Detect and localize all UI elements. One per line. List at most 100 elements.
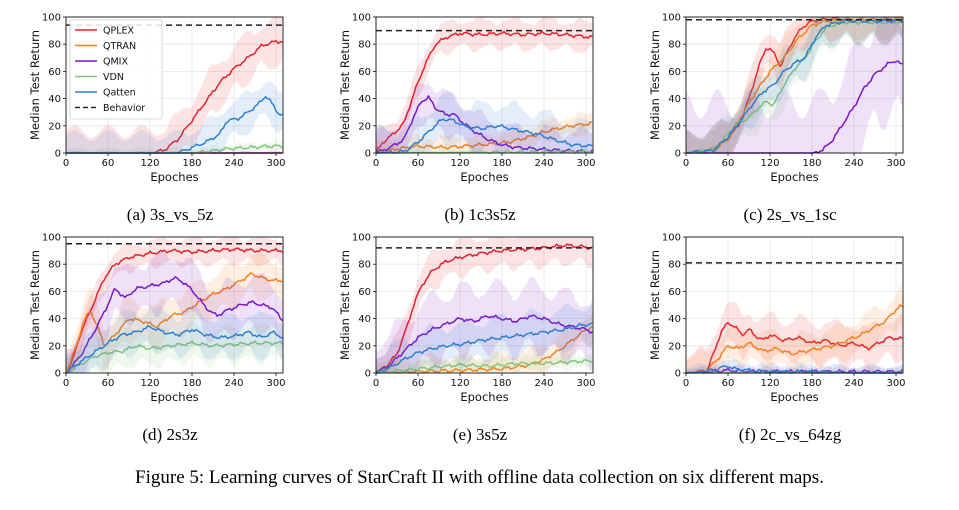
x-axis-label: Epoches	[150, 390, 198, 404]
x-tick-label: 0	[373, 378, 379, 389]
x-tick-label: 60	[412, 378, 425, 389]
legend: QPLEX QTRAN QMIX VDN Qatten Behavior	[69, 19, 163, 120]
x-tick-label: 180	[802, 378, 821, 389]
y-tick-label: 100	[42, 13, 61, 24]
x-tick-label: 180	[492, 158, 511, 169]
chart-panel-3: 0 60 120 180 240 300 0 20 40 60 80 100 Epoches Median…	[28, 233, 286, 405]
legend-label-qplex: QPLEX	[103, 26, 135, 37]
band-vdn	[66, 140, 283, 153]
axes-frame	[685, 16, 904, 154]
y-tick-label: 80	[668, 260, 681, 271]
x-tick-label: 300	[576, 158, 595, 169]
x-tick-label: 0	[683, 158, 689, 169]
y-tick-label: 100	[42, 233, 61, 244]
legend-label-vdn: VDN	[103, 72, 124, 83]
band-vdn	[686, 17, 903, 153]
x-tick-label: 120	[450, 378, 469, 389]
y-tick-label: 80	[358, 40, 371, 51]
x-tick-label: 240	[534, 378, 553, 389]
chart-panel-0: 0 60 120 180 240 300 0 20 40 60 80 100 Epoches Median…	[28, 13, 286, 185]
x-tick-label: 0	[683, 378, 689, 389]
legend-label-qatten: Qatten	[103, 88, 136, 99]
x-axis-label: Epoches	[460, 390, 508, 404]
x-axis-label: Epoches	[460, 170, 508, 184]
y-tick-label: 20	[668, 341, 681, 352]
series-line-qatten	[375, 118, 593, 154]
y-tick-label: 60	[48, 287, 61, 298]
chart-panel-1: 0 60 120 180 240 300 0 20 40 60 80 100 Epoches Median…	[338, 13, 596, 185]
band-qtran	[376, 111, 593, 153]
series-line-qatten	[65, 324, 283, 374]
y-tick-label: 100	[352, 233, 371, 244]
x-tick-label: 300	[886, 158, 905, 169]
x-tick-label: 120	[450, 158, 469, 169]
x-tick-label: 120	[760, 378, 779, 389]
series-line-qmix	[65, 276, 283, 374]
x-tick-label: 0	[63, 378, 69, 389]
y-tick-label: 0	[55, 369, 61, 380]
y-tick-label: 100	[662, 13, 681, 24]
y-tick-label: 20	[358, 121, 371, 132]
y-tick-label: 100	[352, 13, 371, 24]
axes-frame	[65, 16, 284, 154]
y-axis-label: Median Test Return	[28, 250, 42, 360]
series-line-qmix	[375, 95, 593, 154]
y-axis-label: Median Test Return	[28, 30, 42, 140]
series-line-vdn	[375, 359, 593, 374]
y-tick-label: 80	[358, 260, 371, 271]
series-line-qplex	[375, 30, 593, 154]
axes-frame	[375, 236, 594, 374]
y-tick-label: 40	[358, 94, 371, 105]
x-tick-label: 0	[373, 158, 379, 169]
panel-caption-e: (e) 3s5z	[452, 425, 508, 444]
band-qatten	[376, 303, 593, 373]
y-tick-label: 0	[365, 149, 371, 160]
series-line-qplex	[375, 243, 593, 374]
y-tick-label: 0	[675, 149, 681, 160]
series-line-qtran	[685, 304, 903, 374]
band-qplex	[66, 237, 283, 373]
x-tick-label: 300	[266, 158, 285, 169]
series-line-qatten	[375, 322, 593, 374]
band-qatten	[376, 91, 593, 153]
y-tick-label: 0	[675, 369, 681, 380]
figure-caption: Figure 5: Learning curves of StarCraft I…	[135, 467, 824, 488]
x-axis-label: Epoches	[770, 390, 818, 404]
series-line-qtran	[65, 271, 283, 374]
y-axis-label: Median Test Return	[338, 30, 352, 140]
x-tick-label: 240	[224, 378, 243, 389]
series-line-qatten	[685, 18, 903, 154]
series-line-vdn	[65, 340, 283, 374]
x-tick-label: 300	[886, 378, 905, 389]
y-tick-label: 40	[668, 94, 681, 105]
chart-panel-5: 0 60 120 180 240 300 0 20 40 60 80 100 Epoches Median…	[648, 233, 906, 405]
panel-caption-b: (b) 1c3s5z	[444, 205, 516, 224]
panel-caption-f: (f) 2c_vs_64zg	[738, 425, 842, 444]
chart-panel-4: 0 60 120 180 240 300 0 20 40 60 80 100 Epoches Median…	[338, 233, 596, 405]
y-tick-label: 0	[55, 149, 61, 160]
y-tick-label: 40	[668, 314, 681, 325]
series-line-qplex	[685, 321, 903, 374]
y-tick-label: 60	[358, 287, 371, 298]
legend-label-behavior: Behavior	[103, 103, 145, 114]
y-tick-label: 60	[668, 67, 681, 78]
panel-caption-a: (a) 3s_vs_5z	[126, 205, 214, 224]
series-line-qtran	[375, 326, 593, 374]
series-line-qmix	[376, 314, 593, 374]
x-tick-label: 60	[102, 158, 115, 169]
y-axis-label: Median Test Return	[648, 250, 662, 360]
band-qmix	[686, 17, 903, 153]
y-tick-label: 80	[48, 40, 61, 51]
x-tick-label: 0	[63, 158, 69, 169]
band-qmix	[376, 276, 593, 373]
y-tick-label: 100	[662, 233, 681, 244]
y-tick-label: 20	[668, 121, 681, 132]
y-tick-label: 60	[48, 67, 61, 78]
y-axis-label: Median Test Return	[338, 250, 352, 360]
x-tick-label: 60	[722, 158, 735, 169]
band-vdn	[376, 146, 593, 153]
band-qtran	[66, 251, 283, 373]
legend-label-qmix: QMIX	[103, 57, 128, 68]
x-axis-label: Epoches	[150, 170, 198, 184]
